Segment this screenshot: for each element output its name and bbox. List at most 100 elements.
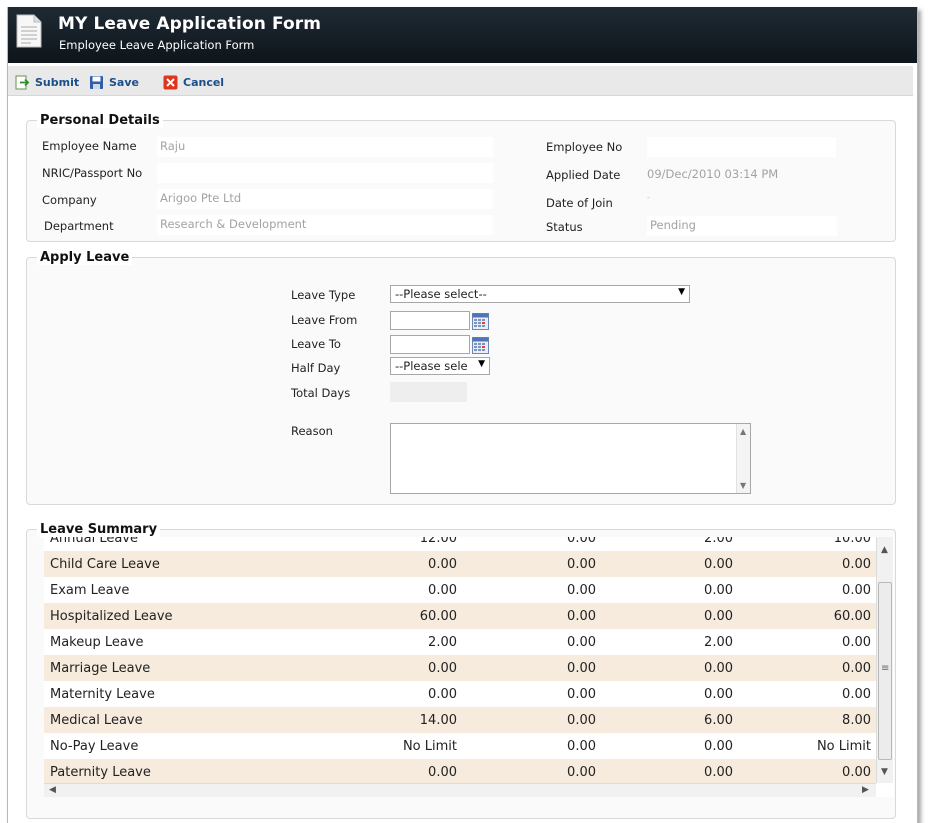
calendar-icon[interactable] [472,313,489,330]
reason-textarea[interactable]: ▲ ▼ [390,423,751,494]
leave-value-cell: 8.00 [842,713,871,728]
leave-value-cell: 0.00 [704,609,733,624]
company-label: Company [42,193,97,207]
status-value: Pending [647,216,837,236]
department-value: Research & Development [157,215,493,235]
leave-value-cell: 0.00 [704,661,733,676]
table-row[interactable]: Annual Leave 12.00 0.00 2.00 10.00 [44,537,876,551]
leave-to-label: Leave To [291,337,341,351]
leave-type-cell: Hospitalized Leave [50,609,173,624]
leave-to-input[interactable] [390,335,470,354]
table-row[interactable]: Makeup Leave 2.00 0.00 2.00 0.00 [44,629,876,655]
leave-value-cell: 0.00 [567,557,596,572]
scroll-up-icon[interactable]: ▲ [881,545,888,555]
scroll-left-icon[interactable]: ◀ [49,785,56,795]
leave-value-cell: 14.00 [419,713,457,728]
leave-value-cell: 0.00 [428,687,457,702]
leave-type-cell: Makeup Leave [50,635,144,650]
leave-type-cell: Marriage Leave [50,661,151,676]
leave-value-cell: 0.00 [428,557,457,572]
scroll-thumb[interactable]: ≡ [878,582,892,760]
applied-date-label: Applied Date [546,168,621,182]
date-of-join-value: - [647,193,650,202]
table-row[interactable]: Hospitalized Leave 60.00 0.00 0.00 60.00 [44,603,876,629]
leave-value-cell: 2.00 [428,635,457,650]
table-row[interactable]: Maternity Leave 0.00 0.00 0.00 0.00 [44,681,876,707]
scroll-down-icon[interactable]: ▼ [740,481,747,490]
department-label: Department [44,219,114,233]
leave-value-cell: 0.00 [567,687,596,702]
total-days-label: Total Days [291,386,351,400]
toolbar: Submit Save Cancel [8,66,913,96]
leave-value-cell: 0.00 [567,661,596,676]
leave-from-input[interactable] [390,311,470,330]
horizontal-scrollbar[interactable]: ◀ ▶ [44,783,876,797]
calendar-icon[interactable] [472,337,489,354]
employee-no-label: Employee No [546,140,623,154]
submit-button[interactable]: Submit [15,73,79,91]
leave-value-cell: 0.00 [704,583,733,598]
leave-value-cell: 0.00 [704,765,733,780]
company-value: Arigoo Pte Ltd [157,189,493,209]
cancel-button[interactable]: Cancel [163,73,224,91]
vertical-scrollbar[interactable]: ▲ ≡ ▼ [876,537,893,783]
half-day-selected: --Please sele [395,359,468,373]
leave-value-cell: 0.00 [567,537,596,546]
scroll-up-icon[interactable]: ▲ [740,427,747,436]
leave-value-cell: 0.00 [842,661,871,676]
apply-leave-legend: Apply Leave [37,250,133,265]
employee-name-value: Raju [157,137,493,157]
save-label: Save [109,75,139,89]
leave-from-label: Leave From [291,313,358,327]
leave-value-cell: 0.00 [567,583,596,598]
employee-no-value [647,137,836,157]
page-title: MY Leave Application Form [58,14,322,34]
personal-details-section: Personal Details Employee Name Raju NRIC… [26,113,896,242]
leave-value-cell: 0.00 [567,635,596,650]
leave-type-cell: Exam Leave [50,583,130,598]
leave-summary-legend: Leave Summary [37,522,161,537]
nric-value [157,163,493,183]
page-subtitle: Employee Leave Application Form [59,38,255,52]
leave-value-cell: 0.00 [428,661,457,676]
grip-icon: ≡ [881,663,890,674]
nric-label: NRIC/Passport No [42,166,143,180]
leave-value-cell: 0.00 [842,583,871,598]
leave-type-cell: Child Care Leave [50,557,160,572]
table-row[interactable]: Child Care Leave 0.00 0.00 0.00 0.00 [44,551,876,577]
leave-type-cell: No-Pay Leave [50,739,139,754]
leave-value-cell: 6.00 [704,713,733,728]
leave-value-cell: 0.00 [704,687,733,702]
cancel-icon [163,75,178,89]
table-row[interactable]: Paternity Leave 0.00 0.00 0.00 0.00 [44,759,876,785]
table-row[interactable]: Exam Leave 0.00 0.00 0.00 0.00 [44,577,876,603]
leave-value-cell: 10.00 [833,537,871,546]
leave-type-label: Leave Type [291,288,356,302]
scroll-right-icon[interactable]: ▶ [862,785,869,795]
leave-value-cell: 0.00 [842,557,871,572]
date-of-join-label: Date of Join [546,196,613,210]
submit-label: Submit [35,75,80,89]
employee-name-label: Employee Name [42,139,137,153]
reason-scrollbar[interactable]: ▲ ▼ [736,424,750,493]
leave-type-select[interactable]: --Please select-- ▼ [390,285,690,303]
table-row[interactable]: Medical Leave 14.00 0.00 6.00 8.00 [44,707,876,733]
leave-summary-grid: Annual Leave 12.00 0.00 2.00 10.00 Child Care… [44,537,894,797]
leave-value-cell: No Limit [816,739,871,754]
leave-value-cell: No Limit [402,739,457,754]
leave-value-cell: 0.00 [567,765,596,780]
half-day-select[interactable]: --Please sele ▼ [390,357,490,375]
save-button[interactable]: Save [89,73,139,91]
leave-value-cell: 0.00 [428,583,457,598]
table-row[interactable]: No-Pay Leave No Limit 0.00 0.00 No Limit [44,733,876,759]
status-label: Status [546,220,583,234]
table-row[interactable]: Marriage Leave 0.00 0.00 0.00 0.00 [44,655,876,681]
scroll-down-icon[interactable]: ▼ [881,767,888,777]
leave-value-cell: 0.00 [842,765,871,780]
cancel-label: Cancel [183,75,225,89]
submit-icon [15,75,30,89]
page-header: MY Leave Application Form Employee Leave… [8,7,917,63]
leave-value-cell: 2.00 [704,635,733,650]
leave-type-cell: Paternity Leave [50,765,151,780]
leave-type-cell: Annual Leave [50,537,138,546]
